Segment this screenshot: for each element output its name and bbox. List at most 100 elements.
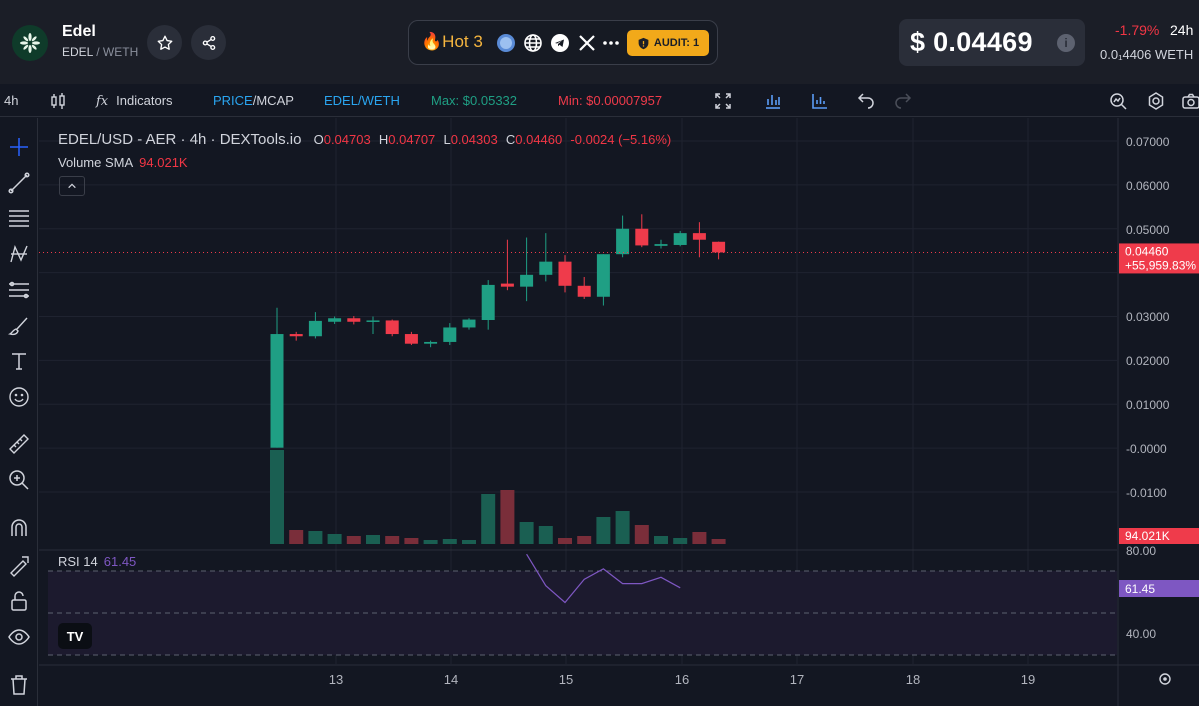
- rsi-value-label: 61.45: [1125, 582, 1155, 596]
- candle-body[interactable]: [692, 233, 706, 240]
- candle-change: -0.0024 (−5.16%): [570, 132, 672, 147]
- candle-body[interactable]: [270, 334, 284, 448]
- candle-body[interactable]: [577, 285, 591, 297]
- candle-body[interactable]: [500, 283, 514, 287]
- chart-area[interactable]: 0.07000 0.06000 0.05000 0.03000 0.02000 0.010…: [39, 118, 1199, 706]
- rsi-tick-label: 40.00: [1126, 627, 1156, 641]
- zoom-chart-icon[interactable]: [1108, 91, 1128, 111]
- candle-body[interactable]: [443, 327, 457, 342]
- candle-body[interactable]: [462, 319, 476, 328]
- axis-settings-icon[interactable]: [1159, 673, 1171, 685]
- redo-icon[interactable]: [893, 91, 913, 111]
- telegram-icon[interactable]: [550, 33, 570, 53]
- lock-drawing-icon[interactable]: [7, 553, 31, 577]
- volume-bar: [442, 539, 457, 544]
- price-chart[interactable]: 0.07000 0.06000 0.05000 0.03000 0.02000 0.010…: [39, 118, 1199, 706]
- price-mcap-toggle[interactable]: PRICE/MCAP: [213, 93, 294, 108]
- settings-icon[interactable]: [1146, 91, 1166, 111]
- token-name: Edel: [62, 23, 96, 40]
- volume-bar: [558, 538, 572, 544]
- volume-bar: [308, 531, 323, 544]
- volume-bar: [346, 536, 361, 544]
- crosshair-icon[interactable]: [7, 135, 31, 159]
- magnet-icon[interactable]: [7, 516, 31, 540]
- candle-body[interactable]: [673, 233, 687, 245]
- candle-body[interactable]: [616, 228, 630, 255]
- volume-bar: [327, 534, 342, 544]
- volume-bar: [538, 526, 553, 544]
- volume-bar: [692, 532, 707, 544]
- chart-settings-icon[interactable]: [810, 91, 830, 111]
- candle-body[interactable]: [635, 228, 649, 246]
- min-price: Min: $0.00007957: [558, 93, 663, 108]
- more-icon[interactable]: [601, 33, 621, 53]
- x-icon[interactable]: [577, 33, 597, 53]
- high-label: H: [378, 132, 389, 147]
- candle-body[interactable]: [481, 284, 495, 321]
- price-tick-label: 0.05000: [1126, 223, 1170, 237]
- pattern-icon[interactable]: [7, 242, 31, 266]
- high-value: 0.04707: [388, 132, 436, 147]
- text-icon[interactable]: [7, 349, 31, 373]
- hot-rank[interactable]: 🔥Hot 3: [421, 32, 483, 52]
- volume-bar: [596, 517, 611, 544]
- candle-body[interactable]: [347, 318, 361, 322]
- audit-badge[interactable]: AUDIT: 1: [627, 30, 709, 56]
- candle-body[interactable]: [424, 341, 438, 344]
- audit-label: AUDIT: 1: [653, 37, 700, 49]
- fib-icon[interactable]: [7, 278, 31, 302]
- candle-body[interactable]: [539, 261, 553, 275]
- candle-body[interactable]: [596, 254, 610, 297]
- collapse-legend-button[interactable]: [59, 176, 85, 196]
- token-pair: EDEL / WETH: [62, 45, 139, 59]
- price-tick-label: 0.01000: [1126, 398, 1170, 412]
- star-icon: [157, 35, 172, 50]
- time-tick-label: 19: [1021, 672, 1035, 687]
- indicators-button[interactable]: fx Indicators: [96, 93, 173, 109]
- rsi-line: [526, 553, 681, 604]
- candle-body[interactable]: [404, 334, 418, 344]
- price-tick-label: -0.0000: [1126, 442, 1167, 456]
- share-button[interactable]: [191, 25, 226, 60]
- interval-selector[interactable]: 4h: [4, 93, 19, 108]
- pair-toggle[interactable]: EDEL/WETH: [324, 93, 400, 108]
- undo-icon[interactable]: [856, 91, 876, 111]
- candle-body[interactable]: [385, 320, 399, 335]
- volume-value: 94.021K: [139, 155, 188, 170]
- brush-icon[interactable]: [7, 314, 31, 338]
- eye-icon[interactable]: [7, 625, 31, 649]
- zoom-in-icon[interactable]: [7, 468, 31, 492]
- camera-icon[interactable]: [1181, 91, 1199, 111]
- candle-body[interactable]: [558, 261, 572, 286]
- bar-chart-icon[interactable]: [763, 91, 783, 111]
- candle-body[interactable]: [712, 241, 726, 253]
- candle-body[interactable]: [308, 320, 322, 337]
- last-price-tag: [1119, 243, 1199, 274]
- candles-type-icon[interactable]: [48, 91, 68, 111]
- coin-icon[interactable]: [496, 33, 516, 53]
- tradingview-logo[interactable]: TV: [58, 623, 92, 649]
- candle-body[interactable]: [654, 244, 668, 246]
- weth-price: 0.0₁4406 WETH: [1100, 47, 1194, 62]
- fire-icon: 🔥: [421, 32, 443, 51]
- lock-icon[interactable]: [7, 589, 31, 613]
- info-icon[interactable]: i: [1057, 34, 1075, 52]
- volume-bar: [654, 536, 668, 544]
- candle-body[interactable]: [366, 320, 380, 322]
- trash-icon[interactable]: [7, 673, 31, 697]
- price-label: PRICE: [213, 93, 253, 108]
- low-value: 0.04303: [450, 132, 498, 147]
- favorite-button[interactable]: [147, 25, 182, 60]
- current-price: $ 0.04469: [910, 27, 1033, 57]
- header-bar: Edel EDEL / WETH 🔥Hot 3 AUDIT: 1 $ 0.044…: [0, 0, 1199, 84]
- horizontal-lines-icon[interactable]: [7, 206, 31, 230]
- candle-body[interactable]: [328, 318, 342, 322]
- ruler-icon[interactable]: [7, 432, 31, 456]
- fullscreen-icon[interactable]: [713, 91, 733, 111]
- change-period: 24h: [1170, 22, 1194, 38]
- trend-line-icon[interactable]: [7, 171, 31, 195]
- candle-body[interactable]: [520, 274, 534, 287]
- candle-body[interactable]: [289, 334, 303, 337]
- globe-icon[interactable]: [523, 33, 543, 53]
- emoji-icon[interactable]: [7, 385, 31, 409]
